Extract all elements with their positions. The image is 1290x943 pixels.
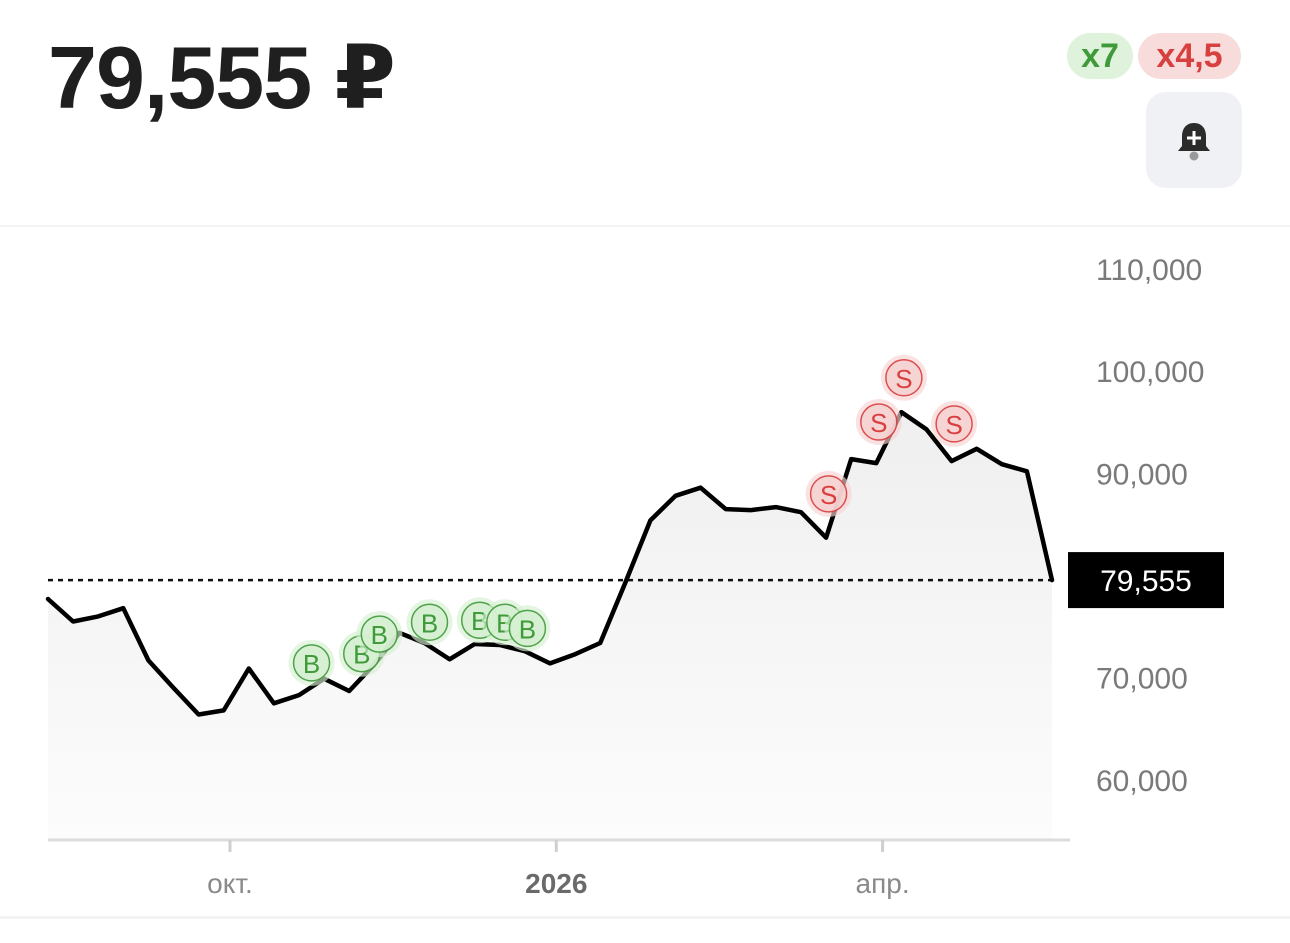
- y-tick-label: 90,000: [1096, 458, 1188, 491]
- marker-label: S: [870, 408, 887, 438]
- current-price-label-bg: [1068, 552, 1224, 609]
- add-alert-button[interactable]: [1146, 92, 1242, 188]
- buy-marker: B: [406, 599, 453, 646]
- bell-plus-icon: [1178, 123, 1210, 161]
- buy-marker: B: [356, 611, 403, 658]
- sell-marker: S: [931, 400, 978, 447]
- marker-label: B: [519, 614, 536, 644]
- marker-circle: [360, 615, 399, 653]
- current-price-label: 79,555: [1100, 565, 1192, 598]
- sell-marker: S: [880, 354, 927, 401]
- marker-circle: [860, 403, 898, 441]
- marker-label: S: [820, 480, 837, 510]
- y-tick-label: 60,000: [1096, 765, 1188, 798]
- marker-label: B: [303, 649, 320, 679]
- marker-label: B: [421, 608, 438, 638]
- current-price: 79,555 ₽: [48, 28, 396, 127]
- marker-circle: [935, 405, 973, 443]
- price-line: [45, 409, 1055, 717]
- marker-circle: [508, 609, 547, 648]
- y-tick-label: 70,000: [1096, 663, 1188, 696]
- header-divider: [0, 225, 1290, 227]
- marker-label: B: [371, 620, 388, 650]
- bottom-divider: [0, 916, 1290, 919]
- sell-count-badge: x4,5: [1138, 33, 1241, 79]
- x-tick-label: 2026: [525, 868, 587, 899]
- y-tick-label: 100,000: [1096, 356, 1204, 389]
- buy-marker: B: [504, 605, 551, 652]
- marker-circle: [885, 359, 923, 397]
- marker-circle: [410, 603, 449, 642]
- marker-label: S: [895, 364, 912, 394]
- x-tick-label: апр.: [856, 868, 910, 899]
- chart-area-fill: [48, 412, 1052, 840]
- header: 79,555 ₽ x7 x4,5: [0, 0, 1290, 225]
- buy-count-badge: x7: [1067, 33, 1133, 79]
- buy-marker: B: [288, 639, 335, 686]
- marker-circle: [809, 475, 848, 513]
- marker-label: S: [945, 410, 962, 440]
- sell-marker: S: [805, 470, 852, 517]
- price-chart: окт. 2026 апр. 110,000 100,000 90,000 70,000 60…: [45, 254, 1224, 899]
- sell-marker: S: [855, 399, 902, 446]
- x-tick-label: окт.: [207, 868, 253, 899]
- y-tick-label: 110,000: [1096, 254, 1202, 287]
- marker-circle: [292, 644, 331, 682]
